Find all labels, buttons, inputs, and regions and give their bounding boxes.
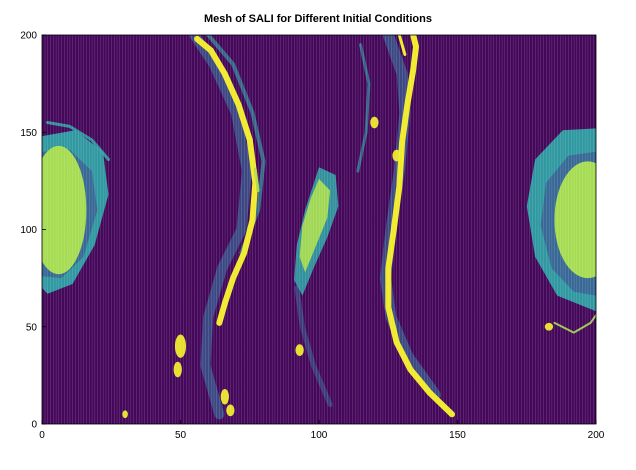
x-tick-label: 150 (449, 430, 466, 441)
y-axis: 0 50 100 150 200 (20, 31, 46, 431)
mesh-overlay (42, 35, 596, 424)
x-tick-label: 0 (39, 430, 45, 441)
plot-area (42, 35, 596, 424)
y-tick-label: 50 (26, 322, 38, 333)
y-tick-label: 100 (20, 225, 37, 236)
y-tick-label: 200 (20, 31, 37, 42)
x-tick-label: 50 (175, 430, 187, 441)
y-tick-label: 150 (20, 128, 37, 139)
x-axis: 0 50 100 150 200 (39, 420, 605, 441)
y-tick-label: 0 (31, 420, 37, 431)
chart-title: Mesh of SALI for Different Initial Condi… (204, 13, 432, 25)
x-tick-label: 100 (311, 430, 328, 441)
x-tick-label: 200 (588, 430, 605, 441)
